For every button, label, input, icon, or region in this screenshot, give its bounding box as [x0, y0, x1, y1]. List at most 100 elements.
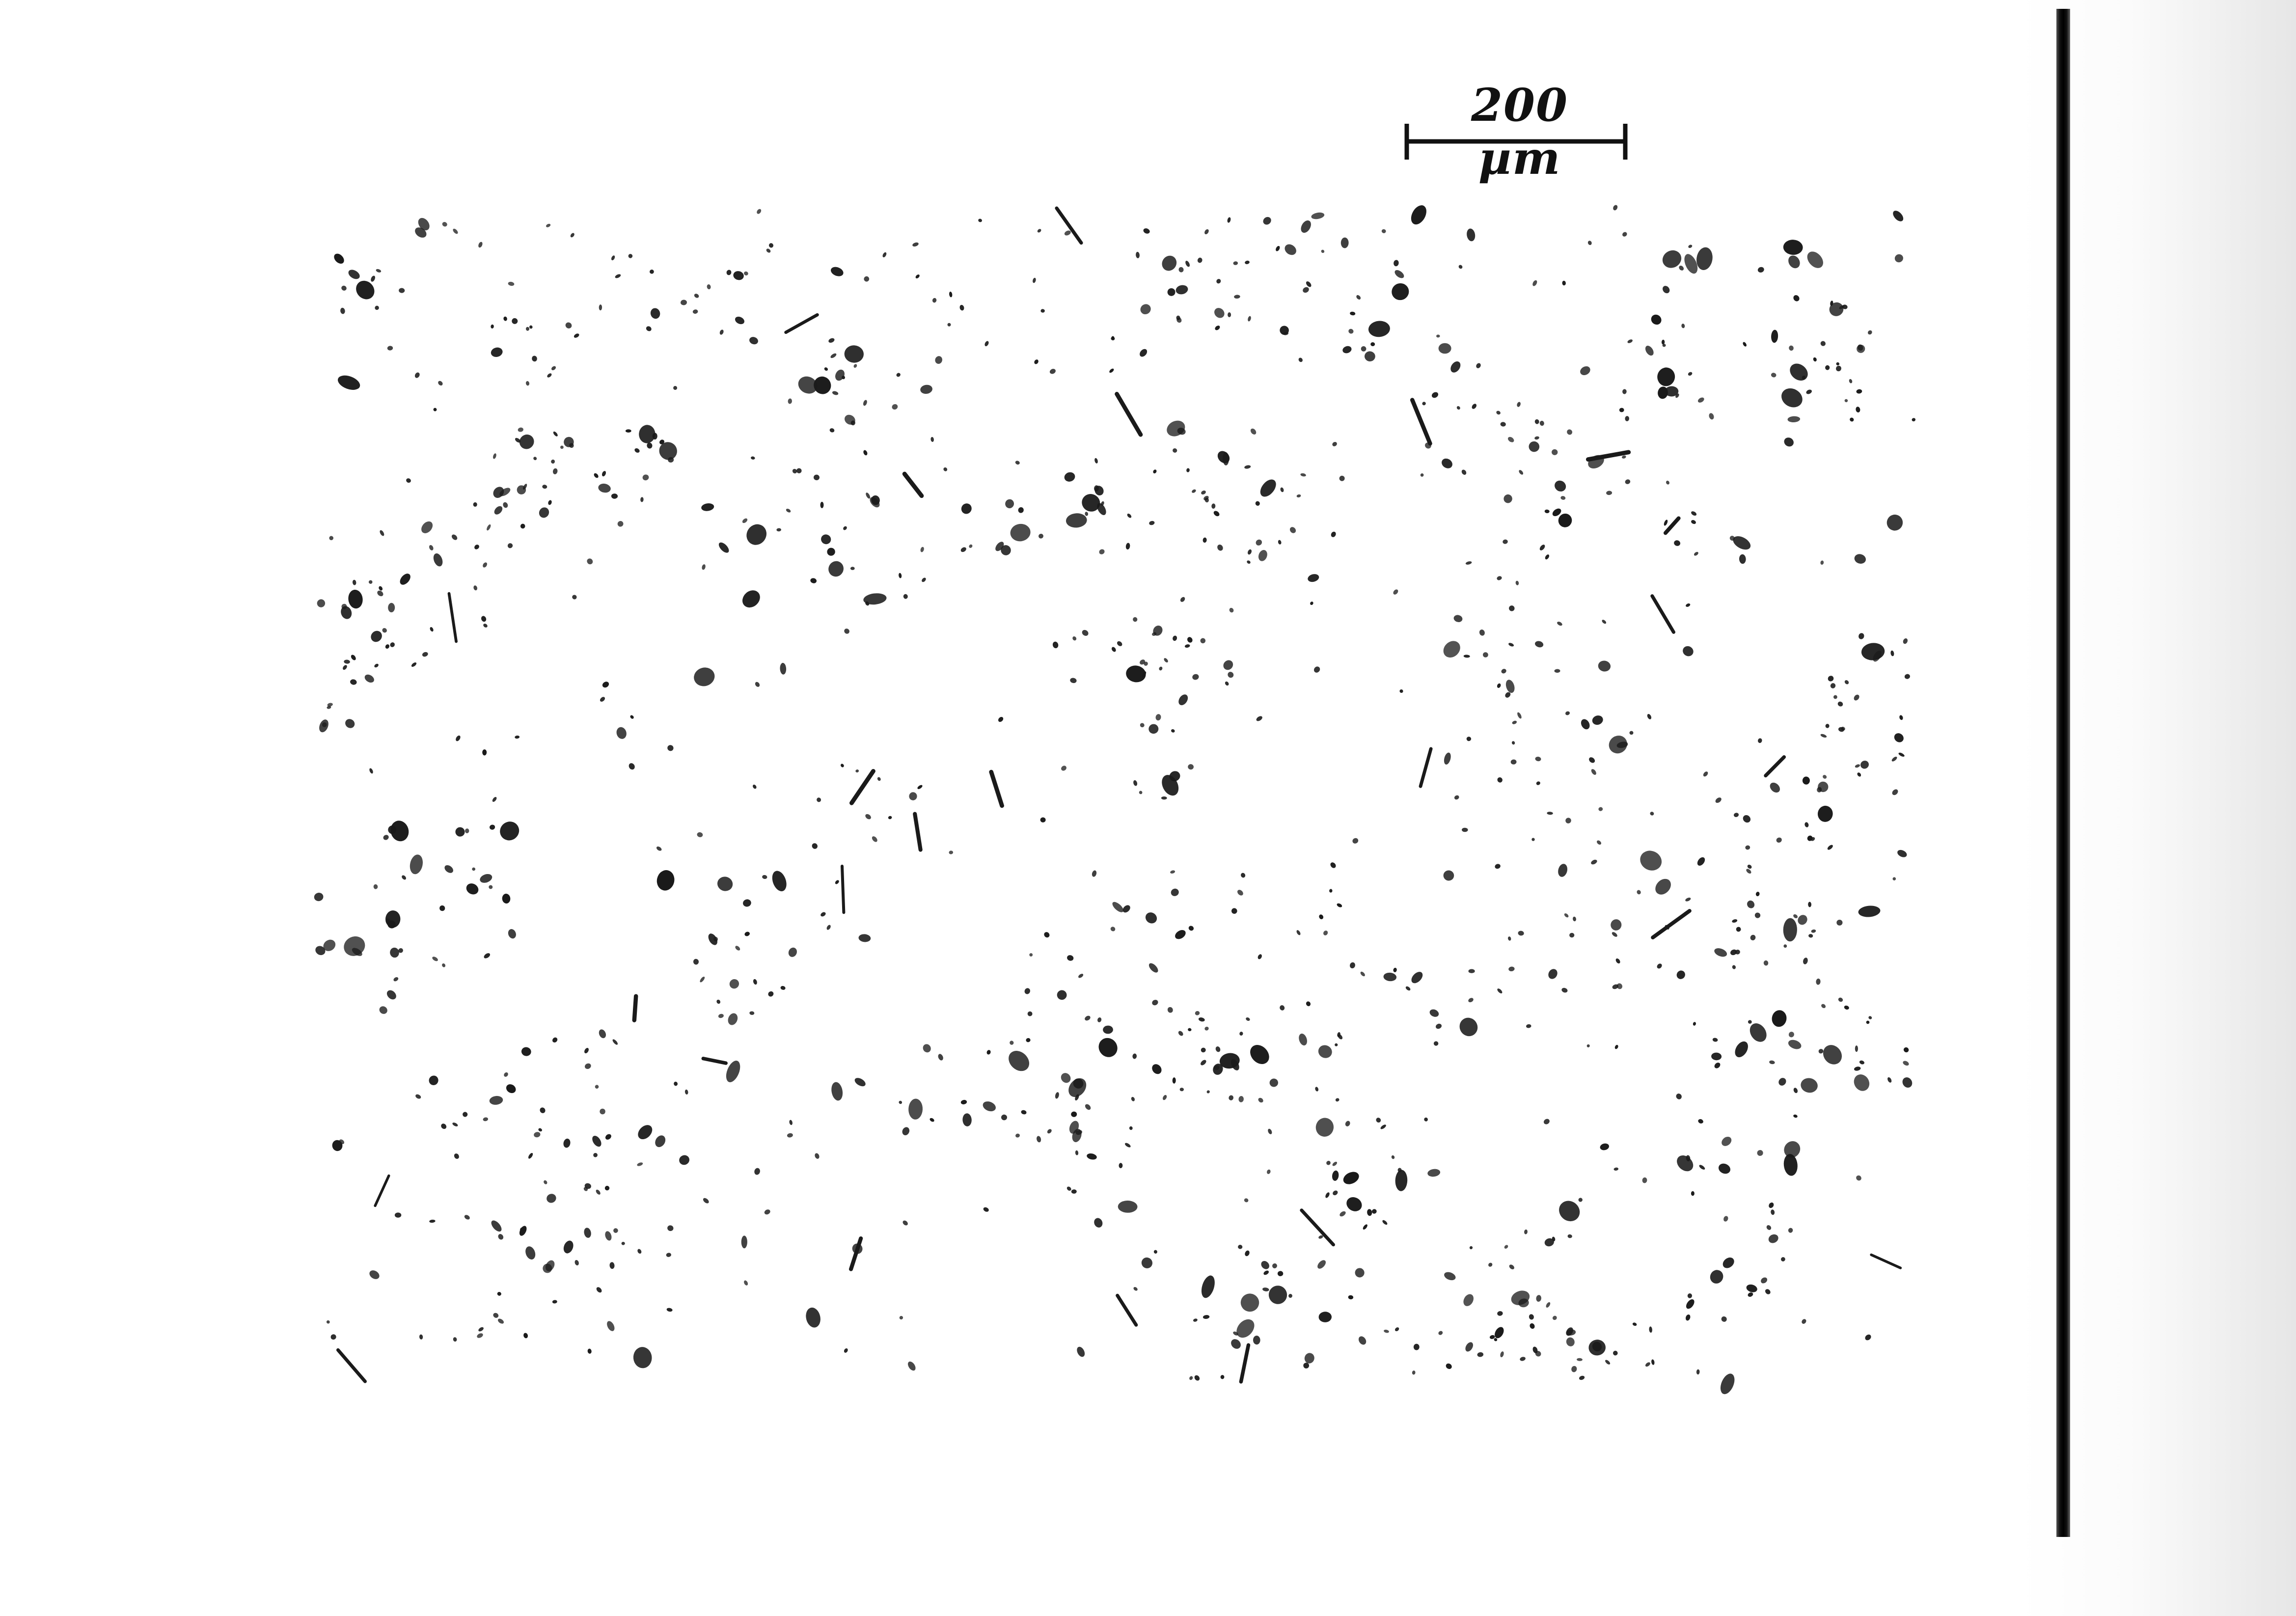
particle	[1539, 420, 1544, 426]
particle	[552, 1037, 558, 1043]
particle	[1262, 1287, 1269, 1291]
particle	[812, 843, 818, 849]
particle	[1159, 666, 1163, 671]
particle	[1694, 551, 1698, 556]
particle	[854, 1078, 866, 1087]
particle	[1625, 416, 1630, 421]
particle	[1219, 1053, 1240, 1069]
particle	[1651, 314, 1662, 325]
particle	[1483, 652, 1488, 657]
particle	[1757, 267, 1764, 273]
particle	[1026, 1038, 1031, 1042]
particle	[455, 827, 465, 837]
particle	[1463, 1294, 1474, 1306]
particle	[1438, 343, 1451, 354]
particle	[1606, 491, 1613, 495]
particle	[1350, 962, 1355, 969]
particle	[1505, 692, 1511, 698]
particle	[1587, 241, 1592, 245]
particle	[1720, 1373, 1735, 1395]
particle	[1361, 346, 1367, 352]
particle	[1276, 246, 1280, 251]
particle	[1018, 507, 1024, 513]
particle	[1247, 549, 1252, 555]
particle	[356, 280, 375, 300]
particle	[387, 346, 393, 351]
particle	[1569, 932, 1575, 938]
particle	[1189, 1376, 1193, 1380]
particle	[616, 727, 627, 739]
particle	[1505, 680, 1515, 693]
particle	[835, 880, 839, 884]
particle	[1070, 678, 1077, 684]
particle	[1746, 1284, 1757, 1292]
particle	[817, 797, 821, 802]
particle	[351, 655, 356, 660]
particle	[1152, 1064, 1162, 1074]
particle	[600, 697, 605, 702]
particle	[1688, 372, 1693, 376]
particle	[1044, 932, 1050, 938]
particle	[1565, 818, 1571, 823]
particle	[650, 269, 654, 274]
particle	[474, 545, 479, 549]
particle	[882, 252, 887, 258]
particle	[503, 502, 508, 508]
particle	[1691, 511, 1697, 516]
particle	[484, 953, 491, 959]
particle	[1318, 1312, 1332, 1322]
particle	[1661, 339, 1665, 345]
particle	[371, 275, 375, 282]
particle	[1665, 386, 1679, 397]
particle	[1823, 775, 1827, 779]
particle	[863, 450, 868, 456]
particle	[341, 285, 347, 291]
particle	[1167, 1007, 1173, 1013]
particle	[1683, 646, 1694, 657]
particle	[1161, 796, 1167, 800]
particle	[552, 1300, 557, 1304]
particle	[1195, 1011, 1200, 1015]
particle	[1625, 479, 1631, 484]
particle	[1745, 845, 1750, 850]
particle	[863, 400, 867, 406]
particle	[1170, 870, 1175, 874]
particle	[1125, 543, 1130, 550]
particle	[1061, 1073, 1071, 1083]
particle	[1686, 1299, 1695, 1309]
particle	[746, 524, 767, 545]
particle	[1331, 531, 1336, 537]
particle	[551, 366, 556, 371]
particle	[1530, 1323, 1535, 1329]
particle	[776, 528, 781, 532]
particle	[1844, 1005, 1849, 1010]
particle	[1094, 1218, 1103, 1228]
particle	[949, 291, 953, 298]
particle	[1213, 1064, 1223, 1075]
particle	[1613, 1167, 1619, 1171]
particle	[621, 1241, 625, 1245]
particle	[546, 223, 551, 227]
particle	[1397, 1168, 1402, 1173]
particle	[1236, 1319, 1255, 1338]
particle	[667, 1225, 674, 1232]
particle	[1892, 877, 1896, 880]
particle	[932, 298, 937, 303]
particle	[1798, 915, 1807, 925]
particle	[1055, 1092, 1059, 1099]
particle-streak	[989, 769, 1004, 808]
particle	[998, 716, 1004, 722]
particle	[1718, 1163, 1731, 1174]
particle	[1450, 361, 1461, 373]
particle	[1833, 695, 1837, 699]
particle	[1519, 470, 1524, 475]
particle	[521, 1047, 531, 1056]
particle	[753, 784, 757, 789]
particle	[637, 1162, 643, 1166]
particle	[438, 381, 443, 386]
particle	[1637, 890, 1641, 895]
particle	[1049, 369, 1056, 374]
particle	[1061, 766, 1066, 771]
particle	[656, 846, 662, 851]
